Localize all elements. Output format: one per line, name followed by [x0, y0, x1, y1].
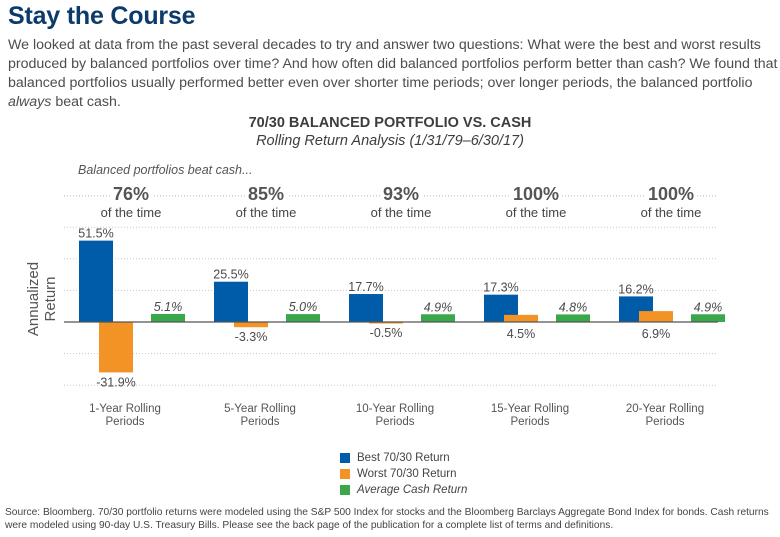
bar-worst: [369, 322, 403, 324]
legend-label-best: Best 70/30 Return: [357, 452, 450, 464]
label-cash: 5.1%: [154, 300, 183, 314]
bar-best: [214, 281, 248, 322]
bar-worst: [504, 314, 538, 322]
category-label: 20-Year Rolling: [626, 403, 704, 415]
chart-title: 70/30 BALANCED PORTFOLIO VS. CASH: [248, 115, 532, 131]
bar-best: [79, 240, 113, 322]
legend-swatch-worst: [340, 469, 350, 479]
label-backing: [244, 184, 288, 204]
bar-cash: [151, 313, 185, 322]
bar-cash: [556, 314, 590, 322]
intro-text-1: We looked at data from the past several …: [8, 37, 778, 91]
beat-cash-label: of the time: [101, 205, 162, 220]
label-backing: [644, 184, 698, 204]
beat-cash-percent: 100%: [648, 184, 694, 204]
label-best: 17.7%: [348, 280, 383, 294]
label-best: 16.2%: [618, 282, 653, 296]
intro-text-2: beat cash.: [51, 94, 121, 110]
category-label: 15-Year Rolling: [491, 403, 569, 415]
label-cash: 4.8%: [559, 300, 588, 314]
label-backing: [109, 184, 153, 204]
bar-worst: [234, 322, 268, 328]
beat-cash-percent: 93%: [383, 184, 419, 204]
legend-item-worst: Worst 70/30 Return: [340, 466, 467, 482]
chart-subtitle: Rolling Return Analysis (1/31/79–6/30/17…: [256, 133, 524, 149]
legend-swatch-best: [340, 453, 350, 463]
source-footnote: Source: Bloomberg. 70/30 portfolio retur…: [5, 507, 769, 531]
bar-cash: [286, 314, 320, 322]
label-best: 25.5%: [213, 268, 248, 282]
intro-paragraph: We looked at data from the past several …: [8, 36, 778, 112]
label-best: 51.5%: [78, 227, 113, 241]
label-backing: [379, 184, 423, 204]
beat-cash-label: of the time: [371, 205, 432, 220]
label-backing: [509, 184, 563, 204]
legend-swatch-cash: [340, 485, 350, 495]
bar-cash: [691, 314, 725, 322]
page-title: Stay the Course: [8, 2, 196, 30]
label-worst: -3.3%: [235, 330, 268, 344]
intro-emphasis: always: [8, 94, 52, 110]
label-worst: -31.9%: [96, 375, 136, 389]
label-cash: 4.9%: [694, 300, 723, 314]
bar-worst: [639, 311, 673, 322]
chart-annotation: Balanced portfolios beat cash...: [78, 163, 253, 177]
legend-label-worst: Worst 70/30 Return: [357, 468, 457, 480]
label-worst: -0.5%: [370, 326, 403, 340]
label-worst: 6.9%: [642, 327, 671, 341]
category-label: Periods: [511, 416, 550, 428]
category-label: Periods: [376, 416, 415, 428]
beat-cash-label: of the time: [236, 205, 297, 220]
label-worst: 4.5%: [507, 327, 536, 341]
beat-cash-percent: 85%: [248, 184, 284, 204]
category-label: 1-Year Rolling: [89, 403, 161, 415]
bar-best: [349, 294, 383, 322]
beat-cash-label: of the time: [641, 205, 702, 220]
category-label: Periods: [646, 416, 685, 428]
beat-cash-label: of the time: [506, 205, 567, 220]
category-label: 10-Year Rolling: [356, 403, 434, 415]
category-label: Periods: [106, 416, 145, 428]
bar-cash: [421, 314, 455, 322]
label-best: 17.3%: [483, 281, 518, 295]
beat-cash-percent: 100%: [513, 184, 559, 204]
chart-legend: Best 70/30 Return Worst 70/30 Return Ave…: [340, 450, 467, 498]
bar-worst: [99, 322, 133, 373]
legend-item-cash: Average Cash Return: [340, 482, 467, 498]
legend-label-cash: Average Cash Return: [357, 484, 468, 496]
category-label: Periods: [241, 416, 280, 428]
label-cash: 5.0%: [289, 300, 318, 314]
legend-item-best: Best 70/30 Return: [340, 450, 467, 466]
label-cash: 4.9%: [424, 300, 453, 314]
category-label: 5-Year Rolling: [224, 403, 296, 415]
beat-cash-percent: 76%: [113, 184, 149, 204]
